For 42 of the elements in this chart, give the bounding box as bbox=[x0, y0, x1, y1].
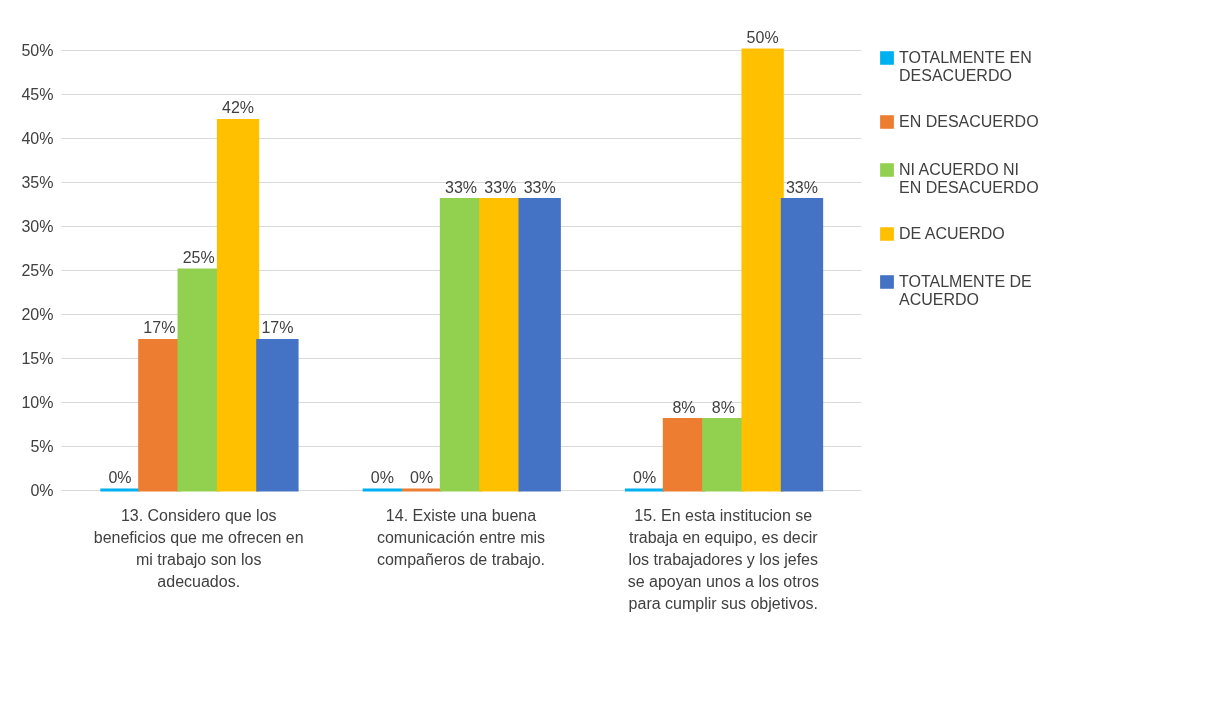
bar bbox=[479, 198, 522, 492]
legend-label: DE ACUERDO bbox=[899, 225, 1005, 242]
legend-label: NI ACUERDO NI EN DESACUERDO bbox=[899, 161, 1039, 196]
y-tick-label: 5% bbox=[30, 437, 54, 455]
data-label: 0% bbox=[410, 469, 434, 486]
data-label: 8% bbox=[672, 398, 696, 416]
data-label: 33% bbox=[785, 178, 818, 196]
data-label: 33% bbox=[484, 178, 517, 196]
y-tick-label: 40% bbox=[21, 129, 54, 147]
y-tick-label: 10% bbox=[21, 393, 54, 411]
legend-label: EN DESACUERDO bbox=[899, 113, 1039, 130]
legend-label: TOTALMENTE EN DESACUERDO bbox=[899, 49, 1032, 84]
data-label: 17% bbox=[143, 319, 176, 337]
x-tick-label: 13. Considero que los beneficios que me ofrecen en mi trabajo son los adecuados. bbox=[93, 507, 304, 590]
y-tick-label: 0% bbox=[30, 481, 54, 499]
y-tick-label: 20% bbox=[21, 305, 54, 323]
y-tick-label: 25% bbox=[21, 261, 54, 279]
bar bbox=[741, 48, 784, 492]
data-label: 8% bbox=[711, 398, 735, 416]
y-tick-label: 35% bbox=[21, 173, 54, 191]
data-label: 42% bbox=[222, 99, 255, 117]
legend-label: TOTALMENTE DE ACUERDO bbox=[899, 273, 1032, 308]
y-tick-label: 15% bbox=[21, 349, 54, 367]
data-label: 25% bbox=[182, 249, 215, 266]
y-tick-label: 45% bbox=[21, 85, 54, 103]
data-label: 0% bbox=[633, 469, 657, 486]
bar bbox=[138, 338, 181, 492]
data-label: 33% bbox=[523, 178, 556, 196]
data-label: 0% bbox=[370, 469, 394, 486]
data-label: 33% bbox=[444, 178, 478, 196]
data-label: 17% bbox=[261, 319, 294, 337]
bar bbox=[518, 198, 561, 492]
x-tick-label: 14. Existe una buena comunicación entre mis compañeros de trabajo. bbox=[376, 507, 546, 568]
y-tick-label: 50% bbox=[21, 41, 54, 59]
bar bbox=[177, 268, 220, 492]
x-tick-label: 15. En esta institucion se trabaja en equipo, es decir los trabajadores y los jefes se apoyan unos a los otros para cumplir sus objetivos. bbox=[627, 507, 819, 612]
data-label: 0% bbox=[108, 469, 132, 486]
data-label: 50% bbox=[746, 29, 779, 46]
bar bbox=[216, 118, 260, 492]
bar bbox=[256, 338, 299, 492]
y-tick-label: 30% bbox=[21, 217, 54, 235]
bar bbox=[780, 198, 824, 492]
